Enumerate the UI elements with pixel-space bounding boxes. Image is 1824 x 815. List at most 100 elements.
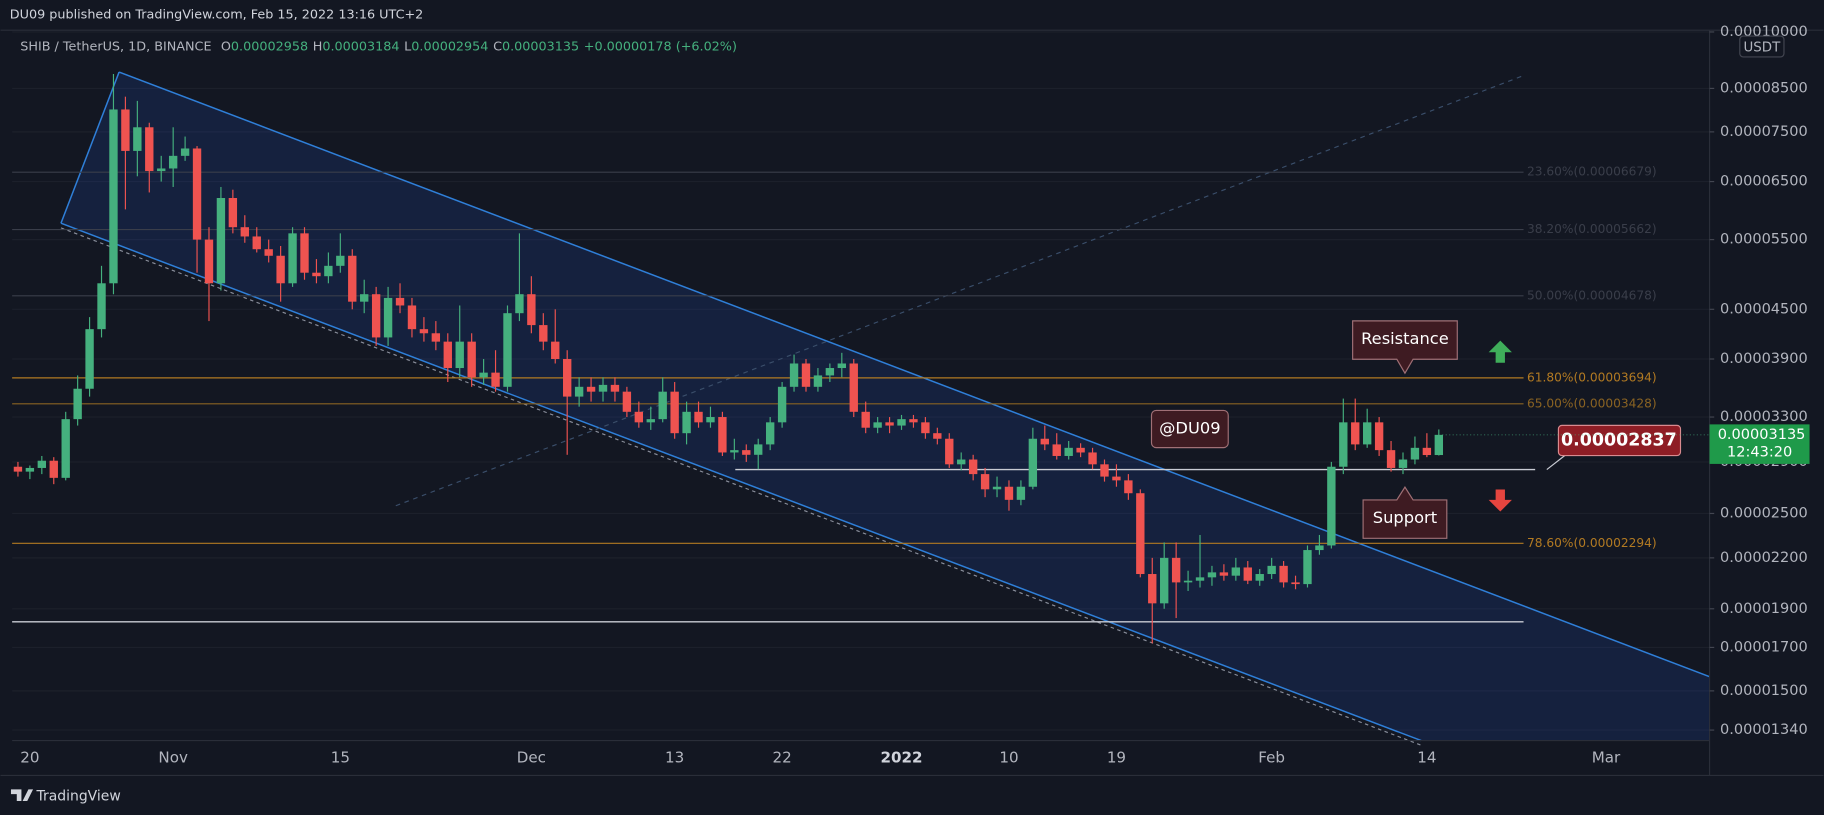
price-label-box	[1557, 424, 1682, 457]
legend-key: L	[404, 39, 412, 54]
candle-body	[861, 411, 870, 428]
candle-body	[1339, 422, 1348, 467]
candle-body	[1243, 567, 1252, 581]
y-tick-label: 0.00003300	[1720, 409, 1808, 425]
y-tick-label: 0.00007500	[1720, 124, 1808, 140]
candle-body	[192, 148, 202, 240]
callout	[1362, 486, 1448, 539]
channel-fill	[60, 72, 1710, 741]
candle-body	[574, 386, 584, 397]
x-tick-label: 20	[20, 749, 39, 767]
candle-body	[145, 127, 154, 172]
y-tick-label: 0.00001340	[1720, 722, 1808, 738]
countdown: 12:43:20	[1727, 444, 1792, 460]
footer-logo: TradingView	[10, 788, 121, 804]
x-tick-label: Dec	[517, 749, 546, 767]
candle-body	[1267, 565, 1276, 575]
channel-upper	[118, 71, 1710, 678]
channel-edge	[60, 71, 120, 224]
candle-body	[1040, 438, 1049, 445]
candle-body	[1231, 567, 1241, 576]
candle-body	[407, 305, 417, 330]
candle-body	[1207, 572, 1217, 578]
symbol: SHIB / TetherUS, 1D, BINANCE	[20, 39, 211, 54]
candle-body	[491, 372, 500, 387]
candle-body	[264, 249, 273, 256]
candle-body	[300, 233, 309, 273]
candle-body	[694, 411, 703, 423]
footer-text: TradingView	[36, 788, 121, 804]
y-tick-label: 0.00001700	[1720, 639, 1808, 655]
candle-body	[1100, 464, 1109, 477]
candle-body	[1291, 582, 1300, 585]
candle-body	[610, 384, 620, 392]
y-tick-label: 0.00002200	[1720, 550, 1808, 566]
candle-body	[1064, 447, 1073, 456]
candle-body	[909, 419, 918, 423]
candle-body	[980, 474, 990, 490]
candle-body	[312, 272, 321, 277]
candle-body	[801, 363, 811, 387]
candle-body	[1195, 577, 1205, 581]
callout	[1150, 409, 1229, 449]
candle-body	[682, 411, 691, 434]
legend-value: +0.00000178 (+6.02%)	[584, 39, 737, 54]
candle-body	[718, 417, 727, 453]
candle-body	[825, 368, 835, 376]
candle-body	[670, 391, 679, 434]
channel-mid	[395, 75, 1524, 507]
author-label: @DU09	[1159, 419, 1220, 438]
candle-body	[646, 419, 655, 423]
fib-label: 65.00%(0.00003428)	[1527, 396, 1657, 410]
x-tick-label: 13	[665, 749, 684, 767]
candle-body	[789, 363, 799, 387]
candle-body	[443, 341, 452, 369]
x-tick-label: 10	[999, 749, 1018, 767]
channel-lower-dash	[60, 227, 1422, 746]
candle-body	[455, 341, 464, 369]
candle-body	[1124, 480, 1133, 494]
candle-body	[1004, 486, 1014, 500]
x-tick-label: 2022	[880, 749, 922, 767]
legend-key: C	[493, 39, 502, 54]
candle-body	[109, 109, 118, 284]
candle-body	[885, 422, 894, 426]
candle-body	[1386, 450, 1396, 468]
candle-body	[121, 109, 130, 151]
candle-body	[765, 422, 775, 445]
candle-body	[837, 363, 846, 369]
candle-body	[1303, 550, 1312, 585]
candle-body	[419, 329, 429, 334]
candle-body	[945, 438, 954, 465]
candle-body	[527, 294, 536, 326]
candle-body	[897, 419, 906, 426]
y-tick-label: 0.00002500	[1720, 505, 1808, 521]
candle-body	[1136, 493, 1145, 575]
legend-key: H	[313, 39, 323, 54]
candle-body	[133, 127, 142, 151]
candle-body	[777, 386, 787, 423]
candle-body	[873, 422, 882, 428]
candle-body	[168, 155, 178, 169]
price-label: 0.00002837	[1561, 430, 1677, 450]
candle-body	[348, 255, 357, 302]
candle-body	[324, 265, 333, 277]
candle-body	[515, 294, 524, 314]
candle-body	[622, 391, 632, 412]
fib-label: 61.80%(0.00003694)	[1527, 370, 1657, 384]
fib-label: 78.60%(0.00002294)	[1527, 536, 1657, 550]
published-line: DU09 published on TradingView.com, Feb 1…	[10, 8, 424, 23]
levels: 23.60%(0.00006679) 38.20%(0.00005662) 50.0…	[12, 165, 1682, 623]
candle-body	[467, 341, 476, 378]
y-tick-label: 0.00003900	[1720, 351, 1808, 367]
candle-body	[479, 372, 488, 378]
candle-body	[551, 341, 560, 360]
fib-label: 38.20%(0.00005662)	[1527, 222, 1657, 236]
candle-body	[25, 467, 35, 472]
candle-body	[968, 459, 978, 475]
legend-value: 0.00003184	[322, 39, 399, 54]
x-tick-label: Mar	[1592, 749, 1621, 767]
candle-body	[73, 388, 82, 420]
candle-body	[61, 419, 70, 478]
candle-body	[240, 227, 249, 237]
